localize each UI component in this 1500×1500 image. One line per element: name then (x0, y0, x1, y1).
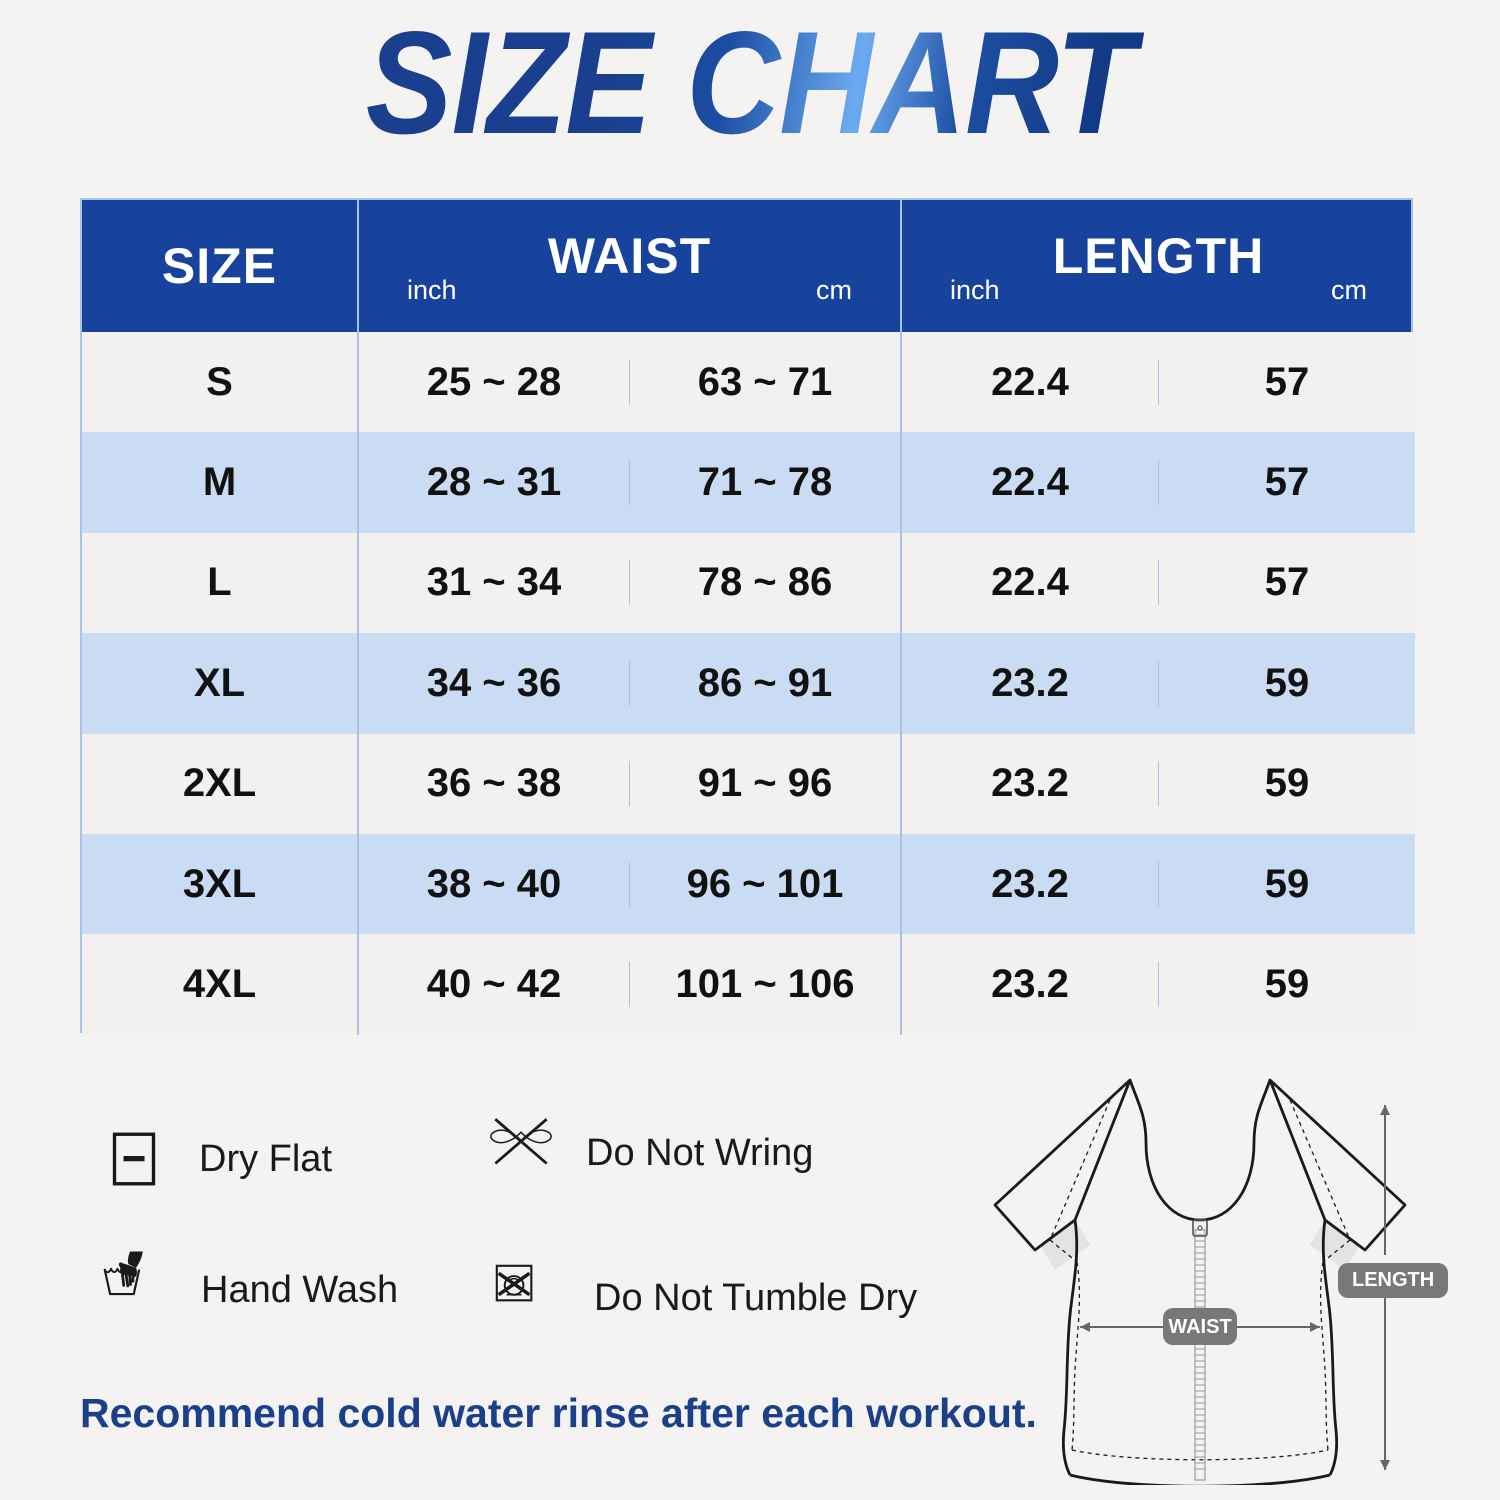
svg-text:WAIST: WAIST (1168, 1316, 1231, 1338)
